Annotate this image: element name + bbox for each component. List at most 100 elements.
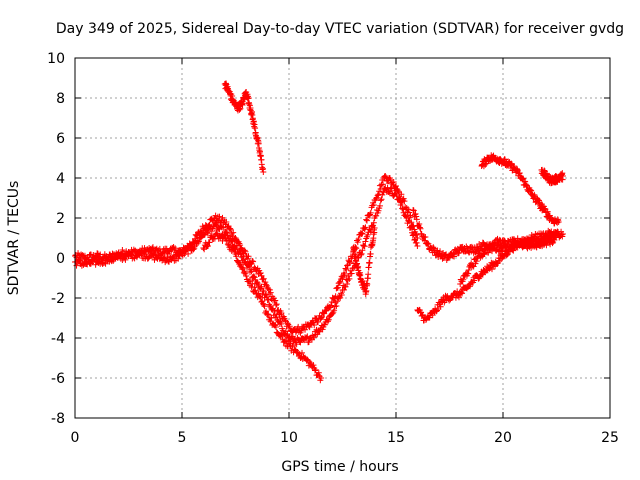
data-point-fill	[338, 291, 345, 298]
data-point	[360, 225, 367, 231]
data-point-fill	[260, 288, 267, 295]
data-point-fill	[271, 308, 278, 315]
data-point-fill	[547, 234, 554, 241]
data-point-fill	[416, 221, 423, 228]
data-point-fill	[370, 201, 377, 208]
data-point-fill	[224, 229, 231, 236]
data-point-fill	[245, 261, 252, 268]
data-point-fill	[172, 245, 179, 252]
data-point	[555, 219, 562, 225]
data-point-fill	[298, 349, 305, 356]
data-point-fill	[292, 346, 299, 353]
data-point-fill	[355, 236, 362, 243]
data-point-fill	[344, 280, 351, 287]
data-point	[339, 275, 346, 281]
data-point-fill	[261, 303, 268, 310]
tick-labels: 0 5 10 15 20 25 -8 -6 -4 -2 0 2 4 6 8 10	[47, 51, 619, 446]
data-point-fill	[122, 256, 129, 263]
data-point-fill	[204, 229, 211, 236]
data-point-fill	[412, 210, 419, 217]
data-point	[410, 207, 417, 213]
data-point-fill	[224, 241, 231, 248]
data-point	[318, 375, 325, 381]
data-point-fill	[363, 216, 370, 223]
data-point-fill	[359, 247, 366, 254]
data-point-fill	[549, 240, 556, 247]
data-point-fill	[325, 316, 332, 323]
data-point-fill	[376, 202, 383, 209]
track-dip	[350, 225, 378, 298]
data-point-fill	[265, 311, 272, 318]
data-point-fill	[186, 243, 193, 250]
data-point-fill	[407, 224, 414, 231]
data-point-fill	[240, 253, 247, 260]
data-point-fill	[376, 182, 383, 189]
data-point-fill	[245, 253, 252, 260]
data-point-fill	[466, 283, 473, 290]
y-tick-label: 6	[56, 131, 65, 147]
data-point	[371, 225, 378, 231]
data-point	[382, 173, 389, 179]
data-point-fill	[399, 206, 406, 213]
data-point-fill	[455, 249, 462, 256]
data-point	[559, 231, 566, 237]
data-point-fill	[223, 219, 230, 226]
data-point-fill	[358, 230, 365, 237]
data-point-fill	[424, 241, 431, 248]
data-point-fill	[315, 369, 322, 376]
track-afternoon-c	[457, 234, 558, 287]
data-point-fill	[375, 191, 382, 198]
data-point-fill	[248, 268, 255, 275]
data-point-fill	[107, 253, 114, 260]
data-point-fill	[204, 230, 211, 237]
x-tick-label: 5	[178, 430, 187, 446]
track-main-b	[72, 184, 421, 348]
data-point-fill	[379, 191, 386, 198]
data-point-fill	[252, 287, 259, 294]
data-point-fill	[465, 270, 472, 277]
data-point-fill	[550, 235, 557, 242]
data-point-fill	[249, 257, 256, 264]
data-point	[243, 273, 250, 279]
data-point-fill	[367, 250, 374, 257]
data-point-fill	[361, 243, 368, 250]
data-point-fill	[273, 314, 280, 321]
data-point-fill	[455, 294, 462, 301]
data-point-fill	[375, 207, 382, 214]
x-tick-label: 15	[387, 430, 405, 446]
data-point-fill	[286, 323, 293, 330]
data-point-fill	[399, 205, 406, 212]
data-point-fill	[412, 236, 419, 243]
data-point-fill	[236, 106, 243, 113]
data-point-fill	[341, 286, 348, 293]
data-point-fill	[250, 273, 257, 280]
data-point-fill	[437, 303, 444, 310]
data-point-fill	[76, 257, 83, 264]
data-point-fill	[377, 197, 384, 204]
data-point-fill	[216, 213, 223, 220]
data-point-fill	[451, 253, 458, 260]
data-point-fill	[195, 238, 202, 245]
data-point-fill	[366, 259, 373, 266]
data-point-fill	[347, 259, 354, 266]
data-point-fill	[305, 339, 312, 346]
data-point-fill	[267, 289, 274, 296]
data-point	[264, 311, 271, 317]
track-evening	[478, 152, 562, 227]
data-point-fill	[258, 283, 265, 290]
data-point-fill	[306, 324, 313, 331]
data-point-fill	[266, 302, 273, 309]
data-point-fill	[351, 246, 358, 253]
data-point-fill	[230, 245, 237, 252]
data-point-fill	[251, 274, 258, 281]
data-point	[559, 173, 566, 179]
data-point-fill	[383, 174, 390, 181]
data-point-fill	[311, 367, 318, 374]
data-point-fill	[480, 251, 487, 258]
data-point-fill	[257, 294, 264, 301]
data-point-fill	[242, 248, 249, 255]
data-point-fill	[388, 185, 395, 192]
data-point-fill	[363, 217, 370, 224]
x-tick-label: 0	[71, 430, 80, 446]
data-point-fill	[392, 187, 399, 194]
